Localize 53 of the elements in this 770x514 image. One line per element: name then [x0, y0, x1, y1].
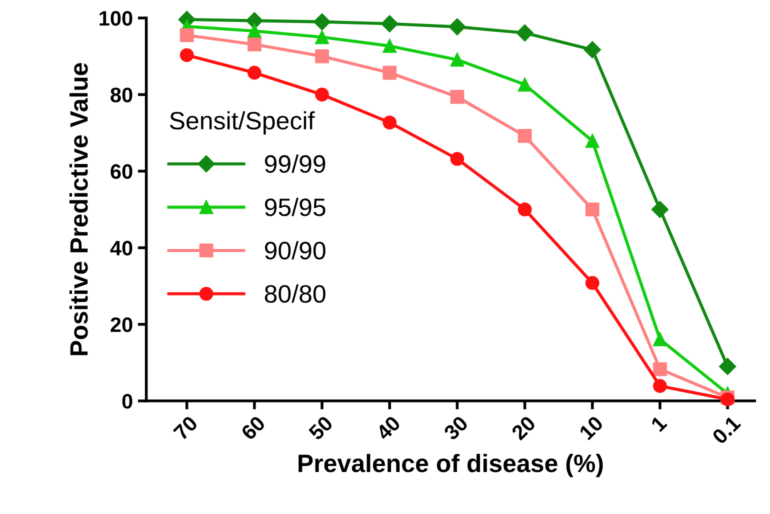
point: [585, 276, 600, 290]
point: [315, 49, 329, 64]
legend-label: 80/80: [264, 284, 326, 303]
x-tick-label: 1: [650, 415, 668, 432]
point: [382, 39, 397, 53]
x-tick-label: 40: [375, 415, 402, 442]
point: [516, 24, 534, 42]
point: [315, 88, 329, 102]
y-tick-label: 80: [110, 88, 132, 102]
point: [584, 41, 601, 58]
point: [313, 13, 331, 30]
point: [585, 202, 600, 216]
x-tick-label: 30: [442, 415, 469, 441]
y-tick-label: 40: [110, 240, 132, 256]
y-tick-label: 0: [122, 394, 132, 409]
point: [585, 134, 600, 148]
point: [247, 24, 262, 38]
point: [719, 358, 736, 376]
x-tick-label: 0.1: [711, 414, 742, 445]
y-tick-label: 60: [110, 164, 132, 179]
point: [518, 202, 532, 216]
legend-label: 90/90: [264, 241, 326, 260]
point: [247, 66, 262, 80]
x-tick-label: 50: [308, 415, 334, 441]
point: [382, 66, 397, 80]
x-tick-label: 70: [172, 415, 198, 441]
point: [448, 18, 466, 36]
x-tick-label: 10: [578, 415, 604, 440]
legend-label: 95/95: [264, 198, 326, 216]
point: [381, 15, 398, 32]
point: [180, 28, 194, 42]
point: [315, 30, 329, 44]
x-tick-label: 60: [240, 415, 266, 441]
point: [246, 12, 263, 30]
point: [653, 362, 667, 376]
point: [653, 379, 667, 393]
point: [180, 48, 194, 62]
legend-title: Sensit/Specif: [170, 111, 315, 134]
point: [450, 52, 464, 67]
point: [247, 37, 262, 52]
legend-label: 99/99: [264, 154, 326, 173]
x-tick-label: 20: [510, 415, 536, 441]
point: [653, 332, 667, 346]
point: [518, 128, 532, 143]
y-axis-title: Positive Predictive Value: [69, 63, 88, 356]
point: [518, 78, 532, 92]
y-tick-label: 100: [100, 10, 132, 26]
point: [450, 90, 464, 104]
y-tick-label: 20: [110, 317, 132, 332]
x-axis-title: Prevalence of disease (%): [298, 454, 603, 478]
point: [651, 200, 669, 218]
point: [450, 152, 464, 166]
point: [382, 116, 397, 130]
